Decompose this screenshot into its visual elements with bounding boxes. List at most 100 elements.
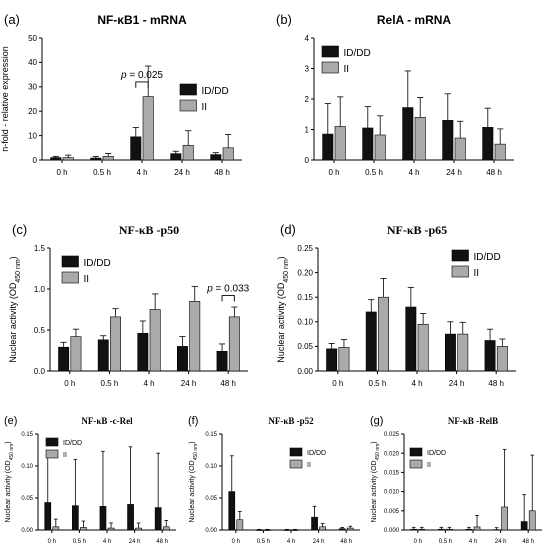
panel-label: (d) [280, 222, 296, 237]
bar-id-dd [154, 507, 162, 531]
y-axis-label: Nuclear activity (OD450 nm) [189, 441, 199, 522]
y-axis-label: Nuclear activity (OD450 nm) [5, 441, 15, 522]
x-tick-label: 4 h [103, 539, 111, 545]
bar-ii [70, 336, 82, 372]
x-tick-label: 0 h [328, 168, 339, 177]
bar-id-dd [405, 306, 417, 372]
legend-swatch [45, 449, 59, 459]
bar-id-dd [256, 529, 263, 531]
bar-id-dd [338, 528, 346, 531]
y-tick-label: 0.05 [21, 496, 33, 502]
bar-id-dd [482, 127, 494, 161]
bar-id-dd [402, 107, 414, 161]
bar-ii [182, 145, 194, 161]
bar-ii [418, 528, 426, 531]
bar-id-dd [50, 157, 62, 161]
bar-ii [80, 527, 87, 531]
legend-label: ID/DD [307, 450, 326, 457]
x-tick-label: 0 h [332, 379, 343, 388]
bar-id-dd [493, 529, 500, 531]
chart-title: NF-κB -c-Rel [81, 416, 133, 426]
bar-id-dd [484, 340, 496, 372]
bar-ii [52, 526, 60, 531]
bar-id-dd [283, 529, 291, 531]
bar-ii [107, 527, 115, 531]
bar-ii [264, 529, 271, 531]
x-tick-label: 48 h [156, 539, 168, 545]
bar-id-dd [365, 311, 377, 372]
chart-panel-6: (g) NF-κB -RelB 0.000 0.005 0.010 0.015 0.020 0… [370, 415, 542, 545]
bar-ii [162, 526, 170, 531]
legend-swatch [179, 99, 197, 112]
x-tick-label: 24 h [449, 379, 465, 388]
y-tick-label: 0.25 [297, 244, 313, 253]
bar-id-dd [72, 505, 79, 531]
y-tick-label: 0.010 [384, 490, 400, 496]
legend-swatch [409, 447, 423, 457]
x-tick-label: 48 h [220, 379, 236, 388]
x-tick-label: 4 h [136, 168, 147, 177]
bar-id-dd [362, 127, 374, 161]
bar-ii [142, 96, 154, 161]
bar-ii [346, 527, 354, 531]
bar-id-dd [445, 333, 456, 372]
x-tick-label: 0.5 h [73, 539, 86, 545]
bar-ii [417, 323, 429, 372]
y-tick-label: 0.15 [205, 432, 217, 438]
bar-ii [62, 157, 74, 161]
bar-id-dd [90, 157, 102, 161]
legend-label: II [427, 462, 431, 469]
y-tick-label: 4 [305, 34, 310, 43]
bar-ii [378, 296, 389, 372]
panel-label: (e) [4, 415, 17, 427]
legend-swatch [61, 271, 79, 284]
y-tick-label: 0.005 [384, 509, 400, 515]
legend-label: ID/DD [63, 440, 82, 447]
y-axis-label: n-fold - relative expression [0, 46, 10, 152]
bar-id-dd [438, 528, 445, 531]
bar-id-dd [44, 502, 52, 531]
bar-ii [496, 346, 508, 372]
bar-id-dd [97, 339, 109, 372]
x-tick-label: 48 h [522, 539, 534, 545]
bar-ii [374, 134, 386, 161]
panel-label: (g) [370, 415, 383, 427]
chart-panel-2: (c) NF-κB -p50 0.0 0.5 1.0 1.5 Nuclear activit… [8, 222, 250, 388]
bar-ii [338, 347, 350, 372]
x-tick-label: 0.5 h [365, 168, 383, 177]
bar-ii [149, 309, 161, 372]
x-tick-label: 0 h [48, 539, 56, 545]
legend-label: II [84, 274, 90, 285]
chart-panel-0: (a) NF-κB1 - mRNA 0 10 20 30 40 50 n-fold - rela… [0, 12, 242, 177]
legend-swatch [451, 265, 469, 278]
chart-title: NF-κB -p52 [268, 416, 314, 426]
x-tick-label: 24 h [313, 539, 325, 545]
y-axis-label: Nuclear activity (OD450 nm) [371, 441, 381, 522]
x-tick-label: 0.5 h [369, 379, 387, 388]
chart-panel-3: (d) NF-κB -p65 0.00 0.05 0.10 0.15 0.20 0.25 Nuc… [276, 222, 516, 388]
bar-id-dd [410, 528, 418, 531]
y-tick-label: 2 [305, 95, 310, 104]
bar-id-dd [99, 506, 107, 531]
bar-ii [454, 137, 466, 161]
bar-ii [102, 156, 114, 161]
y-tick-label: 0.10 [21, 464, 33, 470]
y-tick-label: 30 [28, 83, 37, 92]
x-tick-label: 24 h [495, 539, 507, 545]
panel-label: (a) [4, 12, 20, 27]
bar-id-dd [228, 491, 236, 531]
bar-id-dd [137, 332, 149, 372]
y-axis-label: Nuclear activity (OD450 nm) [276, 256, 290, 362]
legend-label: ID/DD [427, 450, 446, 457]
bar-ii [236, 519, 244, 531]
significance-bracket [135, 81, 149, 88]
chart-panel-1: (b) RelA - mRNA 0 1 2 3 4 0 h 0.5 h 4 h 24 h 48 h ID… [276, 12, 514, 177]
x-tick-label: 0.5 h [93, 168, 111, 177]
x-tick-label: 4 h [411, 379, 422, 388]
legend-swatch [289, 447, 303, 457]
chart-title: NF-κB -RelB [448, 416, 498, 426]
panel-label: (f) [188, 415, 198, 427]
y-tick-label: 0 [305, 156, 310, 165]
legend-label: II [202, 102, 208, 113]
